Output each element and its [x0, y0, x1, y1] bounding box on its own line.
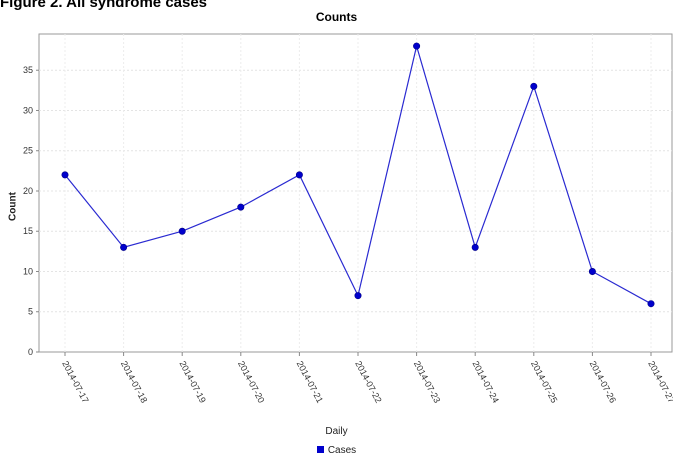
data-point	[120, 243, 128, 251]
x-tick-label: 2014-07-17	[60, 359, 90, 404]
y-tick-label: 10	[23, 266, 33, 276]
y-tick-label: 30	[23, 105, 33, 115]
x-tick-label: 2014-07-26	[588, 359, 618, 404]
chart-title: Counts	[315, 10, 358, 24]
data-point	[295, 171, 303, 179]
x-tick-label: 2014-07-19	[177, 359, 207, 404]
gridlines	[39, 34, 672, 352]
x-tick-label: 2014-07-21	[295, 359, 325, 404]
x-tick-label: 2014-07-24	[470, 359, 500, 404]
series-cases	[61, 42, 655, 308]
data-point	[413, 42, 421, 50]
x-tick-label: 2014-07-25	[529, 359, 559, 404]
data-point	[647, 300, 655, 308]
y-tick-label: 5	[28, 307, 33, 317]
x-axis-title: Daily	[325, 426, 348, 437]
data-point	[588, 267, 596, 275]
x-tick-label: 2014-07-23	[412, 359, 442, 404]
y-tick-label: 35	[23, 65, 33, 75]
data-point	[354, 292, 362, 300]
legend-swatch-cases	[316, 446, 324, 453]
legend: Cases	[0, 445, 673, 456]
y-tick-label: 20	[23, 186, 33, 196]
x-tick-label: 2014-07-22	[353, 359, 383, 404]
y-tick-label: 0	[28, 347, 33, 357]
legend-label-cases: Cases	[327, 445, 357, 456]
data-point	[237, 203, 245, 211]
data-point	[61, 171, 69, 179]
figure-caption: Figure 2. All syndrome cases	[0, 0, 208, 11]
data-point	[178, 227, 186, 235]
x-tick-label: 2014-07-18	[119, 359, 149, 404]
data-point	[530, 82, 538, 90]
y-tick-label: 25	[23, 146, 33, 156]
data-point	[471, 243, 479, 251]
x-tick-label: 2014-07-20	[236, 359, 266, 404]
plot-area	[38, 33, 673, 353]
y-tick-label: 15	[23, 226, 33, 236]
x-tick-label: 2014-07-27	[646, 359, 673, 404]
